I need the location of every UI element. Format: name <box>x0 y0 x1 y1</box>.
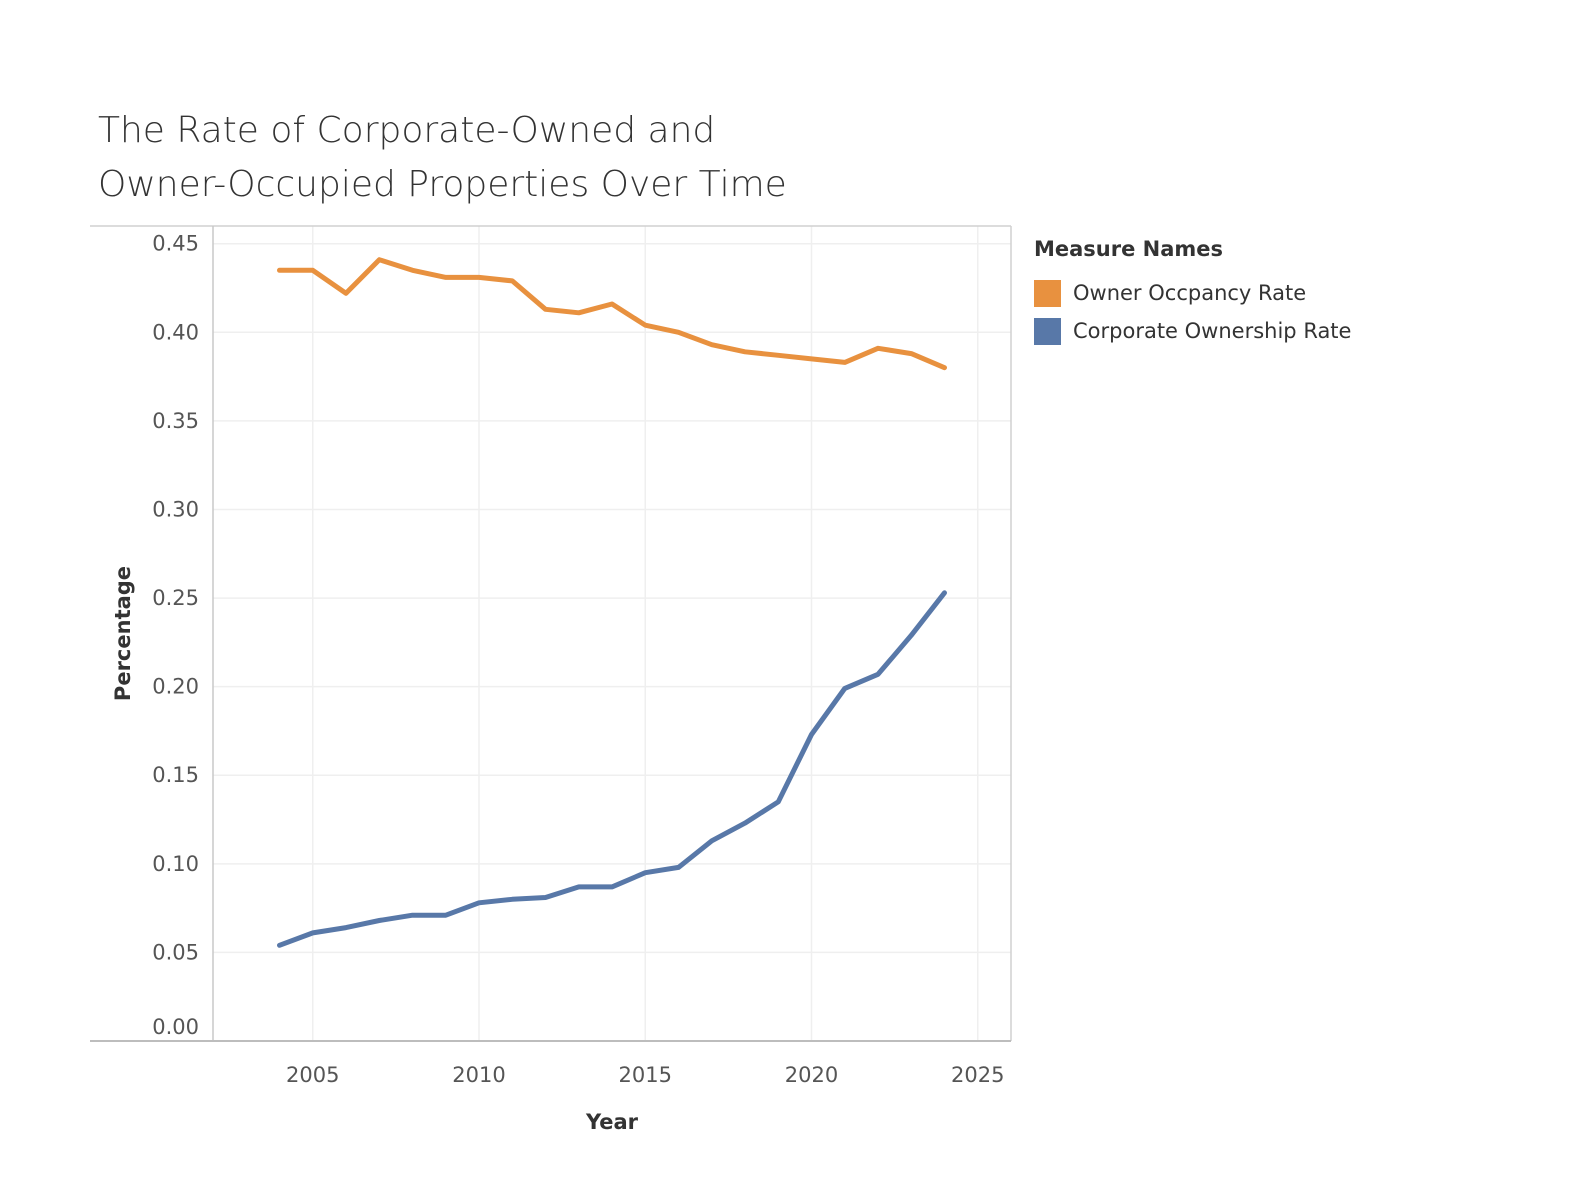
y-tick-label-4: 0.20 <box>152 675 199 699</box>
y-tick-label-7: 0.35 <box>152 409 199 433</box>
y-tick-label-8: 0.40 <box>152 320 199 344</box>
y-tick-labels: 0.00 0.05 0.10 0.15 0.20 0.25 0.30 0.35 0.40 0.45 <box>152 232 199 1039</box>
x-tick-label-1: 2010 <box>452 1063 505 1087</box>
y-tick-label-6: 0.30 <box>152 497 199 521</box>
series-line-corporate-ownership <box>277 590 947 948</box>
x-tick-labels: 2005 2010 2015 2020 2025 <box>286 1063 1004 1087</box>
y-tick-label-5: 0.25 <box>152 586 199 610</box>
series-line-owner-occupancy <box>277 257 947 371</box>
legend-item-owner-occupancy[interactable]: Owner Occpancy Rate <box>1034 274 1554 312</box>
legend-title: Measure Names <box>1034 237 1224 261</box>
chart-title: The Rate of Corporate-Owned and Owner-Oc… <box>98 104 998 212</box>
y-tick-label-1: 0.05 <box>152 940 199 964</box>
y-tick-label-0: 0.00 <box>152 1015 199 1039</box>
gridlines <box>213 226 1011 1041</box>
axes <box>90 225 1012 1042</box>
legend-item-corporate-ownership[interactable]: Corporate Ownership Rate <box>1034 312 1554 350</box>
x-tick-label-3: 2020 <box>785 1063 838 1087</box>
x-tick-label-0: 2005 <box>286 1063 339 1087</box>
chart-title-line-1: The Rate of Corporate-Owned and <box>98 110 716 151</box>
x-tick-label-4: 2025 <box>951 1063 1004 1087</box>
x-axis-title: Year <box>585 1110 639 1134</box>
legend-label-owner-occupancy: Owner Occpancy Rate <box>1073 281 1307 305</box>
y-axis-title: Percentage <box>111 566 135 701</box>
y-tick-label-2: 0.10 <box>152 852 199 876</box>
chart-title-line-2: Owner-Occupied Properties Over Time <box>98 164 787 205</box>
y-tick-label-3: 0.15 <box>152 763 199 787</box>
legend: Measure Names Owner Occpancy Rate Corpor… <box>1034 234 1554 350</box>
legend-swatch-corporate-ownership <box>1034 317 1061 345</box>
x-tick-label-2: 2015 <box>619 1063 672 1087</box>
series-lines <box>277 257 947 948</box>
y-tick-label-9: 0.45 <box>152 232 199 256</box>
legend-label-corporate-ownership: Corporate Ownership Rate <box>1073 319 1352 343</box>
legend-swatch-owner-occupancy <box>1034 279 1061 307</box>
